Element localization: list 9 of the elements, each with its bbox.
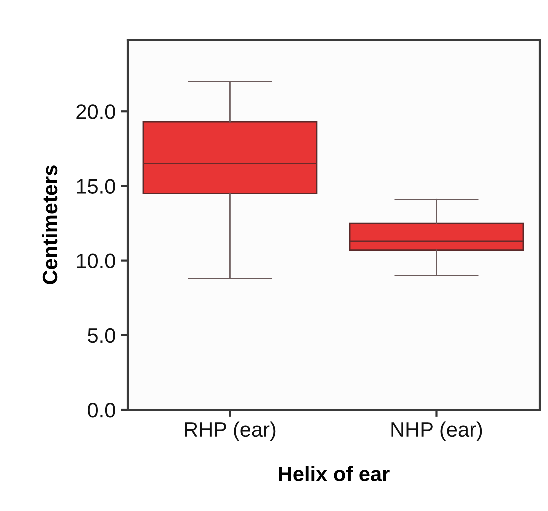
y-tick-label: 20.0 (76, 104, 116, 120)
x-axis-title: Helix of ear (279, 466, 390, 482)
x-tick-label: NHP (ear) (392, 422, 482, 442)
y-tick-label: 10.0 (77, 254, 116, 269)
x-tick-label: RHP (ear) (185, 422, 276, 442)
y-tick-label: 0.0 (88, 403, 116, 418)
y-tick-label: 15.0 (77, 179, 116, 194)
y-axis-title: Centimeters (42, 166, 58, 284)
y-tick-label: 5.0 (88, 328, 116, 344)
